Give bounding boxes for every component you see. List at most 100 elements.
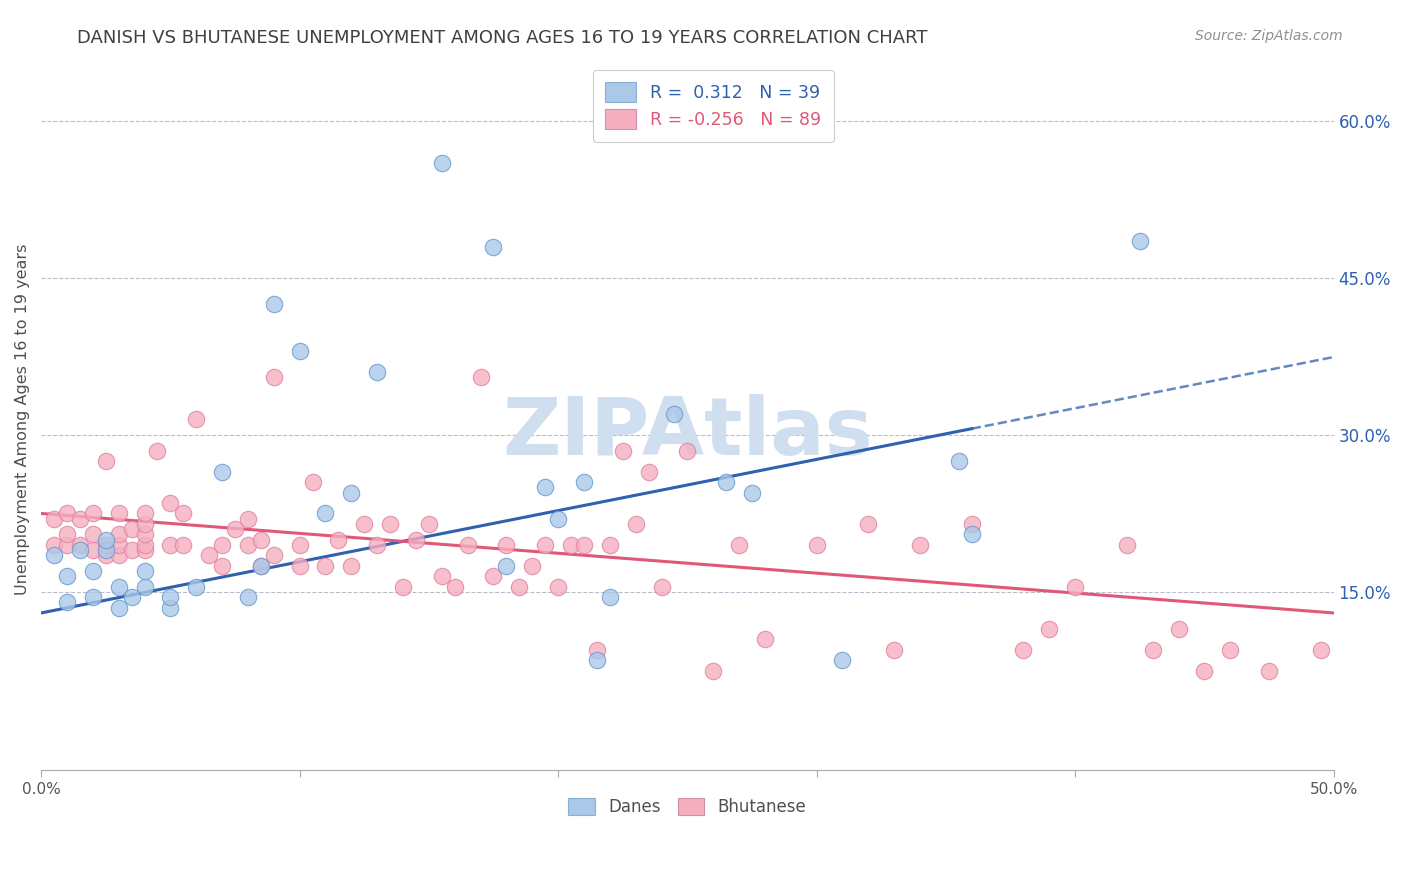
- Point: [1194, 664, 1216, 678]
- Point: [56, 569, 79, 583]
- Point: [754, 632, 776, 647]
- Point: [263, 370, 285, 384]
- Point: [1142, 642, 1164, 657]
- Point: [443, 580, 465, 594]
- Point: [134, 543, 156, 558]
- Point: [560, 538, 582, 552]
- Point: [121, 591, 143, 605]
- Point: [908, 538, 931, 552]
- Point: [702, 664, 724, 678]
- Point: [134, 538, 156, 552]
- Point: [69, 512, 91, 526]
- Point: [534, 538, 557, 552]
- Point: [134, 507, 156, 521]
- Point: [806, 538, 828, 552]
- Point: [56, 527, 79, 541]
- Point: [314, 558, 336, 573]
- Point: [250, 533, 273, 547]
- Point: [134, 580, 156, 594]
- Point: [107, 507, 129, 521]
- Point: [612, 443, 634, 458]
- Point: [714, 475, 737, 489]
- Point: [547, 512, 569, 526]
- Text: DANISH VS BHUTANESE UNEMPLOYMENT AMONG AGES 16 TO 19 YEARS CORRELATION CHART: DANISH VS BHUTANESE UNEMPLOYMENT AMONG A…: [77, 29, 928, 47]
- Point: [82, 527, 104, 541]
- Point: [1038, 622, 1060, 636]
- Point: [159, 538, 181, 552]
- Point: [328, 533, 350, 547]
- Point: [1167, 622, 1189, 636]
- Point: [637, 465, 659, 479]
- Point: [572, 538, 595, 552]
- Point: [56, 595, 79, 609]
- Point: [211, 558, 233, 573]
- Point: [392, 580, 415, 594]
- Point: [586, 653, 609, 667]
- Point: [586, 642, 609, 657]
- Point: [1064, 580, 1087, 594]
- Point: [378, 516, 401, 531]
- Point: [236, 512, 259, 526]
- Point: [430, 155, 453, 169]
- Point: [741, 485, 763, 500]
- Point: [250, 558, 273, 573]
- Point: [107, 538, 129, 552]
- Point: [186, 412, 208, 426]
- Point: [82, 591, 104, 605]
- Point: [340, 558, 363, 573]
- Point: [94, 543, 117, 558]
- Point: [858, 516, 880, 531]
- Point: [82, 564, 104, 578]
- Point: [172, 538, 194, 552]
- Point: [366, 538, 388, 552]
- Point: [236, 591, 259, 605]
- Point: [42, 512, 65, 526]
- Point: [42, 549, 65, 563]
- Point: [250, 558, 273, 573]
- Point: [198, 549, 221, 563]
- Point: [314, 507, 336, 521]
- Point: [82, 507, 104, 521]
- Point: [56, 538, 79, 552]
- Point: [599, 538, 621, 552]
- Point: [211, 538, 233, 552]
- Point: [172, 507, 194, 521]
- Point: [534, 480, 557, 494]
- Point: [482, 569, 505, 583]
- Point: [146, 443, 169, 458]
- Point: [495, 538, 517, 552]
- Point: [69, 538, 91, 552]
- Point: [599, 591, 621, 605]
- Point: [121, 543, 143, 558]
- Point: [159, 591, 181, 605]
- Point: [107, 600, 129, 615]
- Point: [263, 297, 285, 311]
- Point: [728, 538, 751, 552]
- Point: [134, 564, 156, 578]
- Point: [211, 465, 233, 479]
- Point: [1258, 664, 1281, 678]
- Legend: Danes, Bhutanese: Danes, Bhutanese: [560, 790, 814, 825]
- Point: [547, 580, 569, 594]
- Point: [960, 516, 983, 531]
- Point: [624, 516, 647, 531]
- Point: [831, 653, 853, 667]
- Point: [522, 558, 544, 573]
- Point: [134, 516, 156, 531]
- Text: Source: ZipAtlas.com: Source: ZipAtlas.com: [1195, 29, 1343, 44]
- Point: [353, 516, 375, 531]
- Point: [56, 507, 79, 521]
- Point: [94, 454, 117, 468]
- Point: [42, 538, 65, 552]
- Text: ZIPAtlas: ZIPAtlas: [502, 394, 873, 472]
- Point: [301, 475, 323, 489]
- Point: [94, 538, 117, 552]
- Point: [159, 600, 181, 615]
- Point: [418, 516, 440, 531]
- Point: [948, 454, 970, 468]
- Point: [1309, 642, 1331, 657]
- Point: [224, 522, 246, 536]
- Point: [482, 239, 505, 253]
- Point: [288, 344, 311, 359]
- Point: [651, 580, 673, 594]
